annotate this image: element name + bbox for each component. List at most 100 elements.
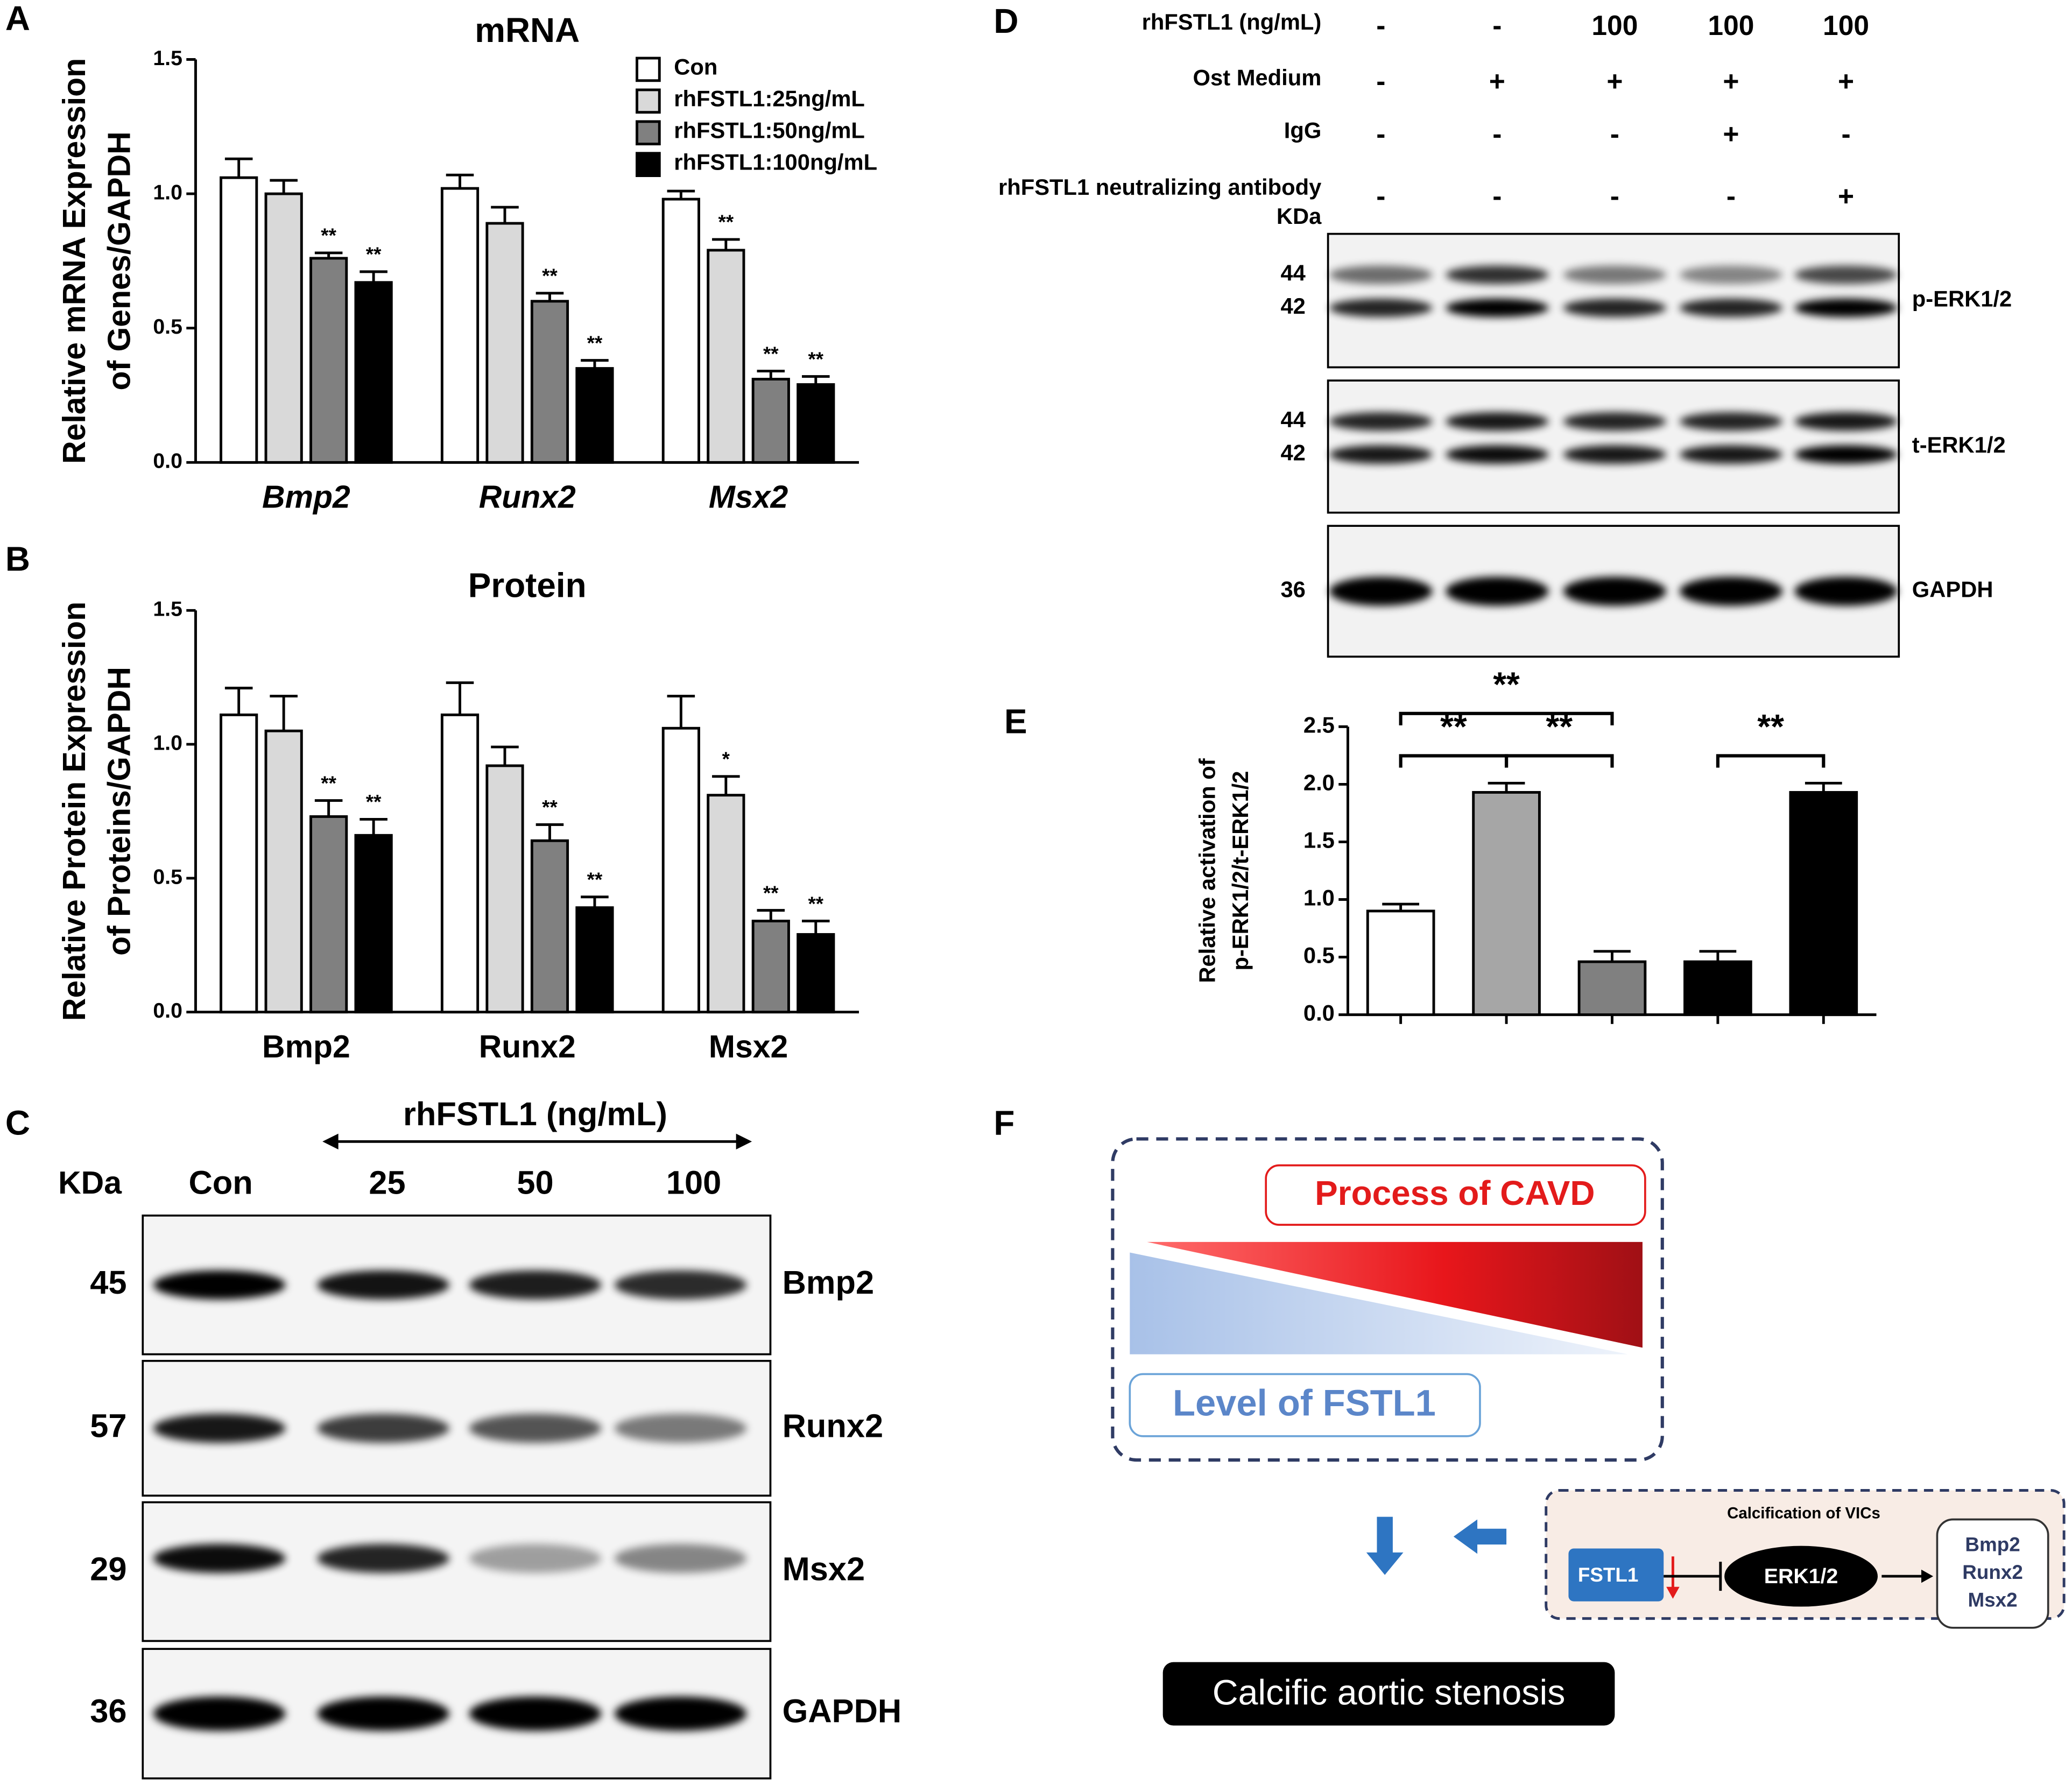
panel-letter: A: [5, 0, 30, 38]
blue-left-arrow: [1453, 1519, 1507, 1554]
x-tick-label: Bmp2: [262, 480, 350, 515]
significance-label: **: [808, 893, 823, 915]
condition-value: -: [1376, 180, 1385, 211]
panel-letter: E: [1004, 702, 1027, 740]
blot-band: [317, 1414, 449, 1443]
blot-band: [153, 1270, 286, 1300]
blot-band: [1794, 265, 1898, 284]
significance-label: **: [1440, 707, 1467, 746]
legend-label: rhFSTL1:50ng/mL: [674, 118, 865, 143]
bar: [440, 713, 480, 1014]
condition-value: +: [1723, 118, 1739, 150]
panel-letter: D: [993, 2, 1018, 40]
condition-value: -: [1492, 180, 1502, 211]
blot-band: [1446, 445, 1549, 464]
blot-band: [1563, 265, 1667, 284]
blot-band: [153, 1696, 286, 1731]
blot-band: [469, 1696, 602, 1731]
bar: [797, 933, 835, 1014]
bar: [707, 249, 745, 464]
bar: [575, 906, 614, 1014]
condition-value: +: [1606, 65, 1623, 96]
significance-bracket: [1399, 754, 1509, 768]
kda-header: KDa: [1277, 203, 1322, 229]
condition-label: rhFSTL1 (ng/mL): [1142, 9, 1322, 34]
blot-band: [317, 1696, 449, 1731]
kda-header: KDa: [58, 1166, 122, 1201]
kda-label: 29: [90, 1551, 126, 1588]
bar: [220, 713, 258, 1014]
kda-label: 36: [90, 1693, 126, 1730]
y-tick-label: 1.0: [153, 731, 182, 754]
protein-label: Runx2: [783, 1407, 884, 1444]
bar: [530, 839, 569, 1014]
panel-letter: C: [5, 1104, 30, 1142]
kda-label: 44: [1280, 260, 1305, 286]
blot-band: [1446, 298, 1549, 318]
blot-band: [614, 1696, 747, 1731]
panel-letter: B: [5, 539, 30, 578]
blot-band: [1446, 576, 1549, 606]
bar: [264, 729, 303, 1014]
legend-swatch: [636, 152, 661, 177]
blot-band: [153, 1543, 286, 1573]
kda-label: 42: [1280, 293, 1305, 319]
significance-label: **: [1493, 665, 1520, 704]
blot-band: [1446, 412, 1549, 431]
condition-value: -: [1376, 118, 1385, 150]
significance-label: **: [808, 348, 823, 370]
y-tick-label: 1.5: [1303, 827, 1335, 852]
kda-label: 44: [1280, 407, 1305, 432]
bar: [1577, 960, 1647, 1017]
kda-label: 42: [1280, 440, 1305, 465]
treatment-label: rhFSTL1 (ng/mL): [403, 1096, 667, 1133]
condition-value: -: [1841, 118, 1850, 150]
y-tick-label: 0.0: [1303, 1000, 1335, 1026]
protein-label: p-ERK1/2: [1912, 286, 2012, 312]
blot-band: [1329, 445, 1433, 464]
blot-band: [317, 1270, 449, 1300]
blot-band: [1679, 298, 1783, 318]
bar: [661, 197, 700, 464]
kda-label: 36: [1280, 577, 1305, 602]
bar: [530, 300, 569, 464]
condition-value: -: [1376, 10, 1385, 41]
blot-band: [1679, 445, 1783, 464]
process-label: Process of CAVD: [1315, 1174, 1595, 1212]
target-label: Bmp2: [1965, 1533, 2020, 1555]
condition-label: IgG: [1284, 118, 1322, 143]
y-tick-label: 0.0: [153, 449, 182, 473]
inhibitor-label: FSTL1: [1578, 1564, 1639, 1586]
condition-value: 100: [1823, 10, 1869, 41]
blot-band: [1446, 265, 1549, 284]
y-axis-label: Relative Protein Expression: [57, 602, 92, 1021]
blot-band: [1329, 298, 1433, 318]
x-tick-label: Msx2: [709, 480, 788, 515]
bar: [751, 920, 790, 1014]
blot-band: [1794, 445, 1898, 464]
significance-label: **: [1546, 707, 1573, 746]
bar: [1789, 791, 1858, 1017]
legend-label: rhFSTL1:100ng/mL: [674, 149, 877, 174]
process-box: [1265, 1164, 1646, 1226]
blot-band: [469, 1414, 602, 1443]
y-axis-label: of Genes/GAPDH: [102, 131, 137, 390]
blot-band: [1563, 576, 1667, 606]
significance-label: **: [587, 332, 603, 354]
significance-label: **: [763, 343, 779, 365]
kinase-label: ERK1/2: [1764, 1564, 1838, 1588]
bar: [661, 726, 700, 1014]
lane-label: 100: [666, 1165, 721, 1202]
blot-band: [469, 1543, 602, 1573]
blot-band: [469, 1270, 602, 1300]
bar: [707, 794, 745, 1014]
blot-band: [614, 1414, 747, 1443]
bar: [575, 367, 614, 464]
bar: [220, 176, 258, 464]
significance-label: **: [321, 224, 336, 246]
blot-band: [317, 1543, 449, 1573]
condition-label: rhFSTL1 neutralizing antibody: [998, 174, 1321, 200]
protein-label: Bmp2: [783, 1264, 875, 1301]
condition-label: Ost Medium: [1193, 65, 1322, 90]
legend-swatch: [636, 57, 661, 82]
